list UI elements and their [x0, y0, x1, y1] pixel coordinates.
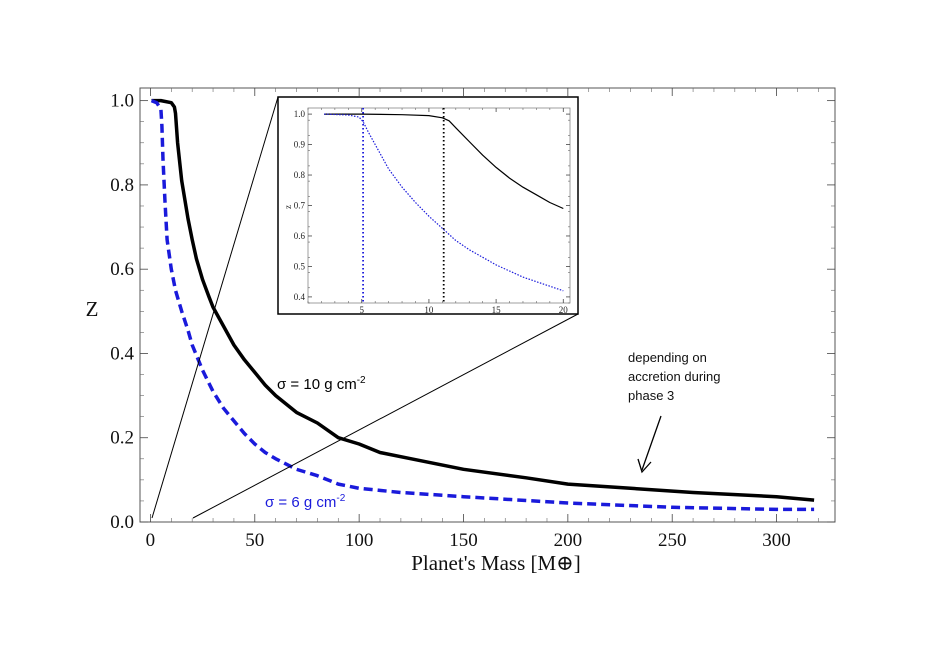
main-x-tick-label: 200 [554, 530, 583, 551]
note-arrow [637, 415, 662, 474]
main-x-tick-label: 0 [146, 530, 156, 551]
note-line-3: phase 3 [628, 388, 674, 403]
inset-y-tick-label: 0.7 [294, 201, 306, 211]
x-axis-title-text: Planet's Mass [M⊕] [411, 551, 581, 575]
main-series-line-1 [150, 98, 815, 512]
main-x-tick-label: 100 [345, 530, 374, 551]
inset-x-tick-label: 15 [492, 305, 502, 315]
x-axis-title: Planet's Mass [M⊕] [411, 551, 581, 575]
zoom-connector-right [192, 313, 579, 519]
inset-y-tick-label: 0.6 [294, 231, 306, 241]
inset-x-tick-label: 5 [359, 305, 364, 315]
label-sigma-10-exponent: -2 [357, 375, 366, 386]
main-plot-frame [139, 87, 836, 523]
label-sigma-6: σ = 6 g cm-2 [265, 493, 346, 511]
note-line-1: depending on [628, 350, 707, 365]
inset-y-axis-title: z [283, 205, 293, 209]
note-line-2: accretion during [628, 369, 721, 384]
main-y-tick-label: 0.8 [110, 175, 134, 196]
main-y-tick-label: 0.6 [110, 259, 134, 280]
inset-axis-ticks: 5 10 15 20 0.4 0.5 0.6 0.7 0.8 0.9 1.0 [294, 108, 570, 315]
main-y-tick-label: 0.2 [110, 428, 134, 449]
inset-series-group [324, 108, 564, 303]
inset-series-line-1 [324, 113, 564, 292]
label-sigma-10-text: σ = 10 g cm [277, 376, 357, 393]
main-series-group [150, 98, 815, 512]
inset-y-tick-label: 0.8 [294, 170, 306, 180]
main-y-tick-label: 0.0 [110, 512, 134, 533]
inset-y-tick-label: 1.0 [294, 109, 306, 119]
label-sigma-10: σ = 10 g cm-2 [277, 375, 366, 393]
inset-y-tick-label: 0.5 [294, 261, 306, 271]
inset-x-tick-label: 10 [424, 305, 434, 315]
main-x-tick-label: 150 [449, 530, 478, 551]
main-y-tick-label: 0.4 [110, 343, 134, 364]
inset-y-tick-label: 0.9 [294, 140, 306, 150]
main-y-tick-label: 1.0 [110, 91, 134, 112]
main-axis-ticks: 0 50 100 150 200 250 300 0.0 0.2 0.4 0.6 0.8 1.0 [110, 88, 835, 551]
y-axis-title: Z [86, 297, 99, 321]
main-series-line-0 [151, 98, 815, 502]
inset-background [277, 96, 579, 315]
main-x-tick-label: 300 [762, 530, 791, 551]
inset-x-tick-label: 20 [559, 305, 569, 315]
label-sigma-6-exponent: -2 [336, 493, 345, 504]
main-x-tick-label: 50 [245, 530, 264, 551]
zoom-connector-left [151, 96, 279, 519]
main-x-tick-label: 250 [658, 530, 687, 551]
inset-series-line-0 [324, 113, 564, 210]
inset-y-tick-label: 0.4 [294, 292, 306, 302]
label-sigma-6-text: σ = 6 g cm [265, 494, 336, 511]
